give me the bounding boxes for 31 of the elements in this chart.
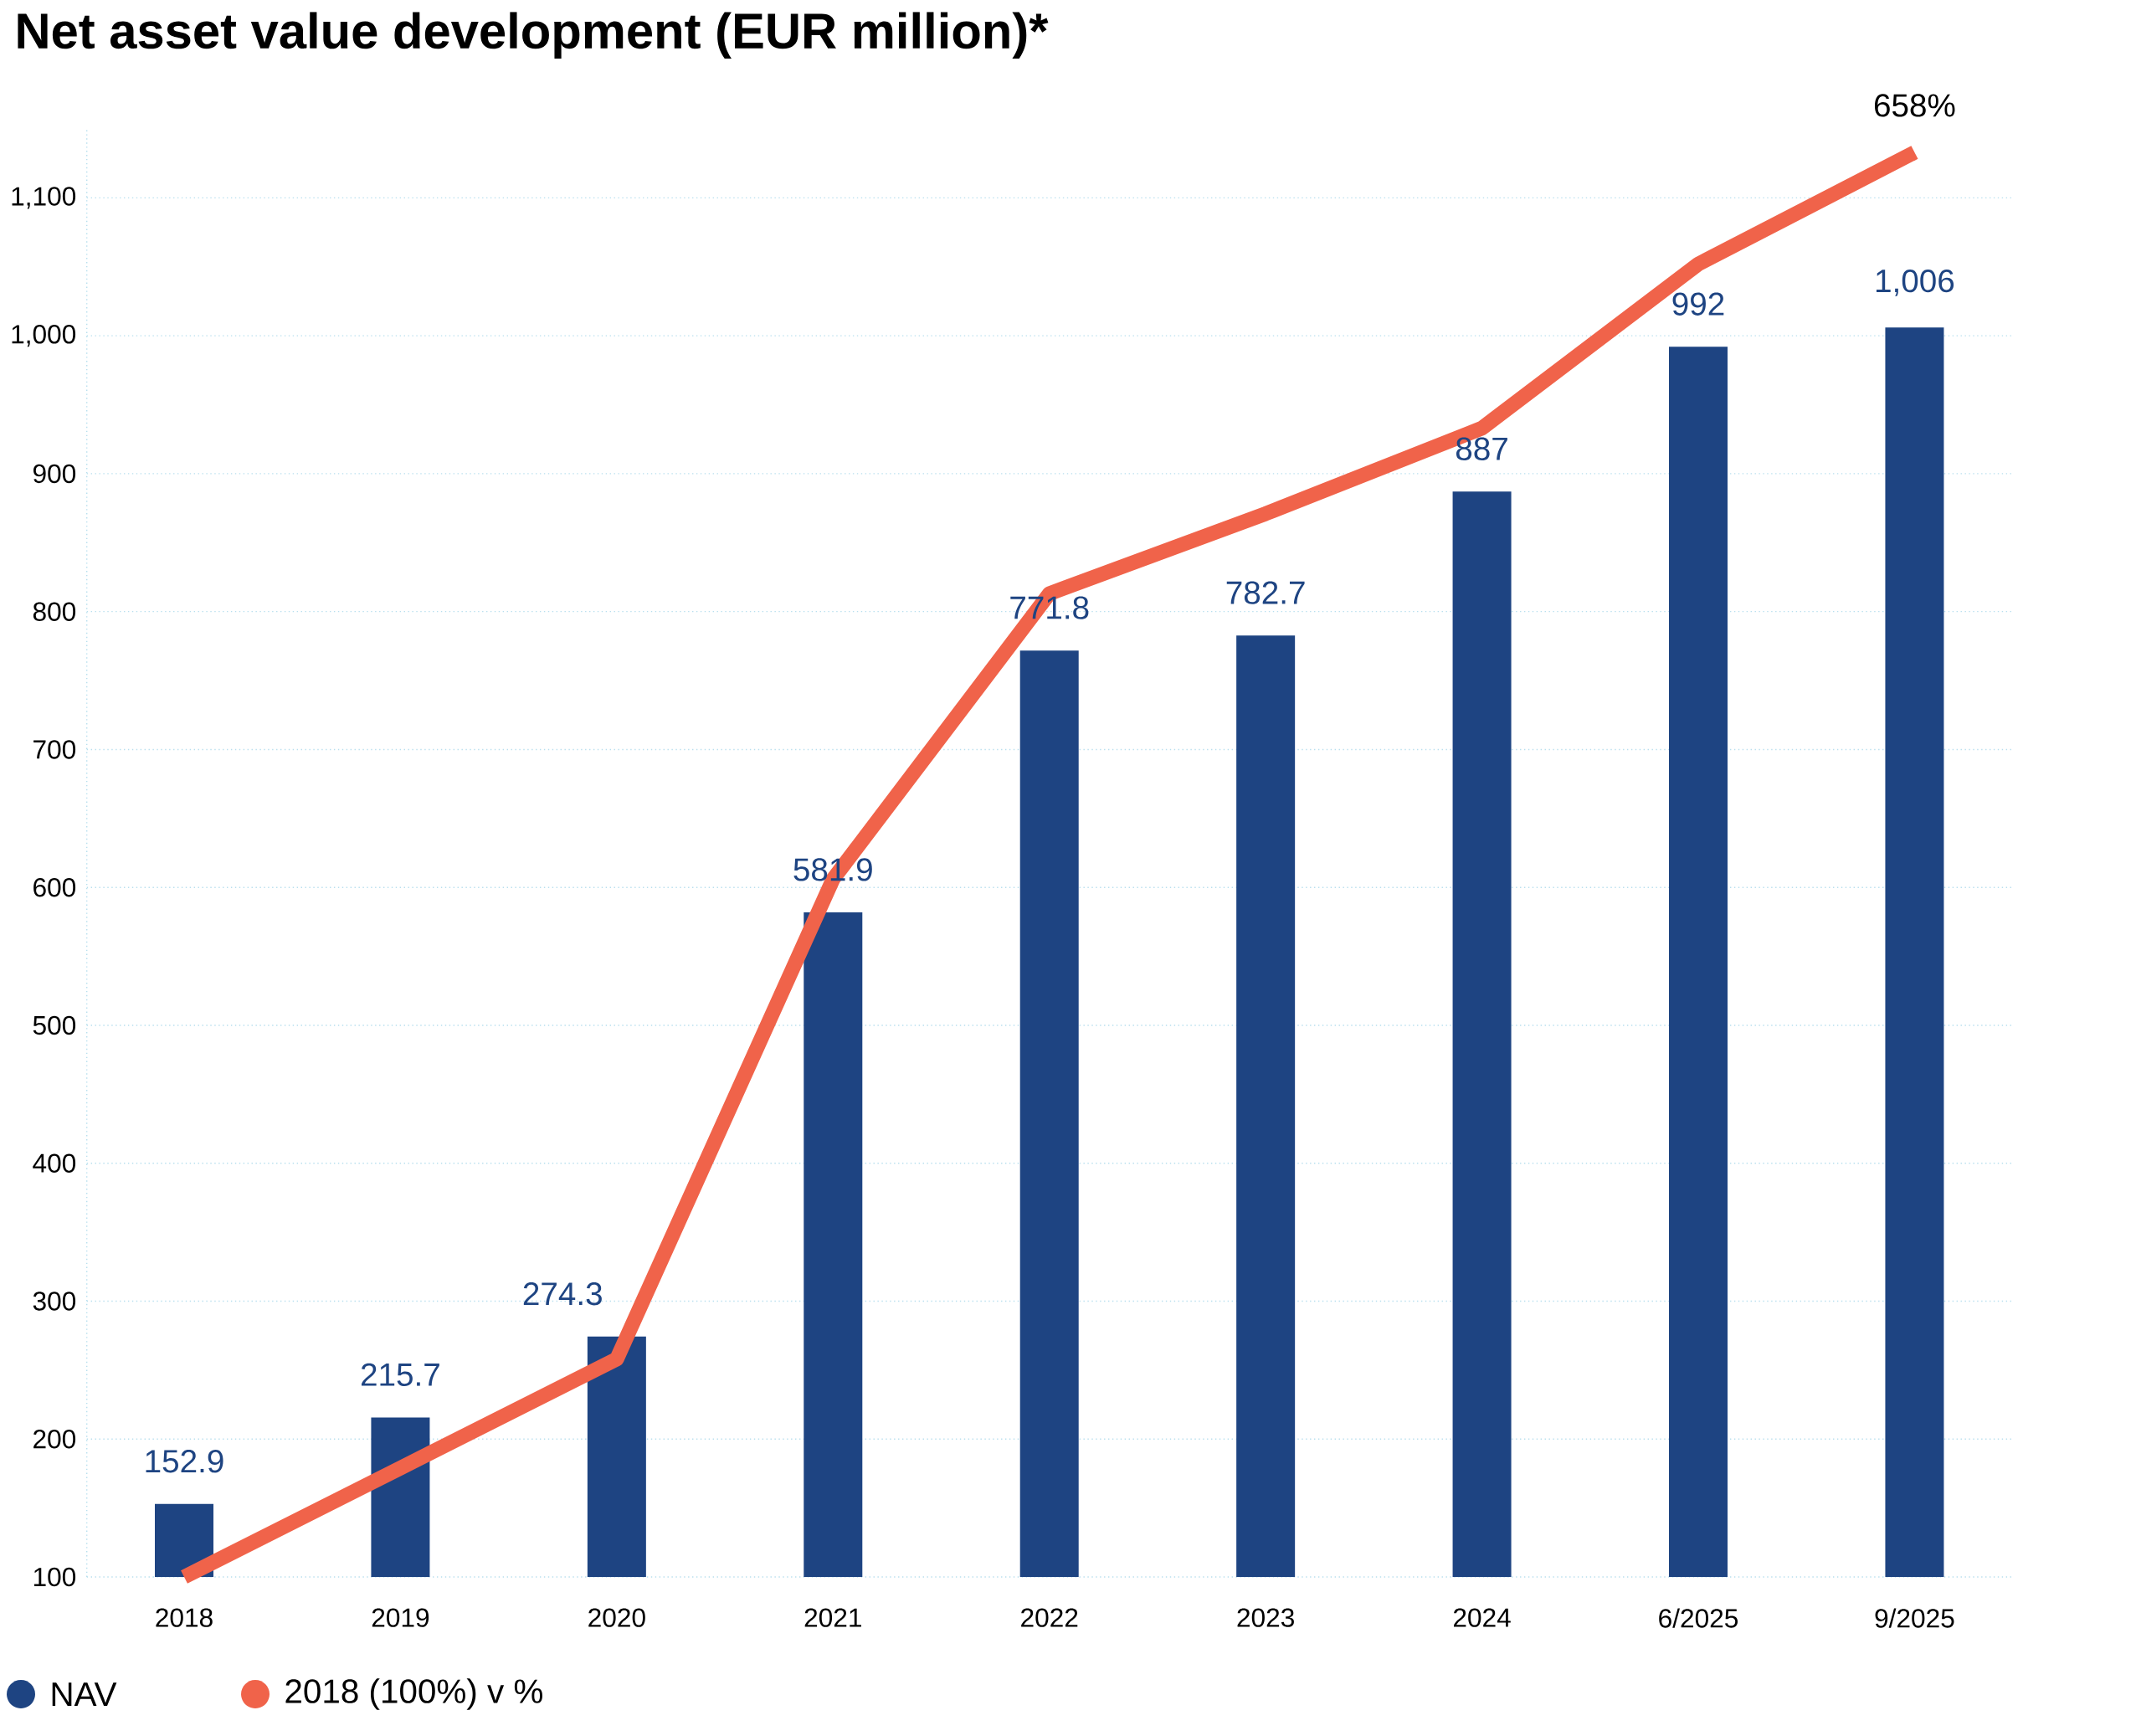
data-label: 274.3 xyxy=(523,1282,602,1306)
y-tick-label: 100 xyxy=(33,1567,76,1587)
legend-label: 2018 (100%) v % xyxy=(285,1678,542,1710)
data-label: 152.9 xyxy=(146,1450,223,1473)
x-tick-label: 9/2025 xyxy=(1875,1608,1954,1628)
y-tick-label: 1,100 xyxy=(12,187,76,209)
data-label: 782.7 xyxy=(1226,581,1305,604)
y-tick-label: 300 xyxy=(33,1292,76,1311)
legend-label: NAV xyxy=(52,1682,117,1706)
y-tick-label: 900 xyxy=(33,464,76,484)
y-tick-label: 500 xyxy=(33,1015,76,1035)
chart-title: Net asset value development (EUR million)* xyxy=(18,12,1049,59)
x-tick-label: 6/2025 xyxy=(1659,1608,1738,1628)
x-tick-label: 2022 xyxy=(1021,1608,1078,1627)
data-label: 992 xyxy=(1672,292,1724,316)
y-tick-label: 700 xyxy=(33,740,76,759)
x-tick-label: 2023 xyxy=(1237,1608,1294,1627)
y-tick-label: 600 xyxy=(33,877,76,897)
y-tick-label: 800 xyxy=(33,602,76,621)
data-label: 215.7 xyxy=(361,1363,439,1386)
y-tick-label: 1,000 xyxy=(12,325,76,347)
x-tick-label: 2019 xyxy=(372,1608,429,1627)
x-tick-label: 2020 xyxy=(588,1608,645,1627)
x-tick-label: 2021 xyxy=(804,1608,861,1627)
x-tick-label: 2024 xyxy=(1453,1608,1511,1627)
data-label: 1,006 xyxy=(1876,269,1954,296)
data-label: 887 xyxy=(1456,437,1507,460)
annotation: 658% xyxy=(1874,94,1955,117)
y-tick-label: 200 xyxy=(33,1430,76,1449)
x-tick-label: 2018 xyxy=(156,1608,213,1627)
y-tick-label: 400 xyxy=(33,1153,76,1173)
